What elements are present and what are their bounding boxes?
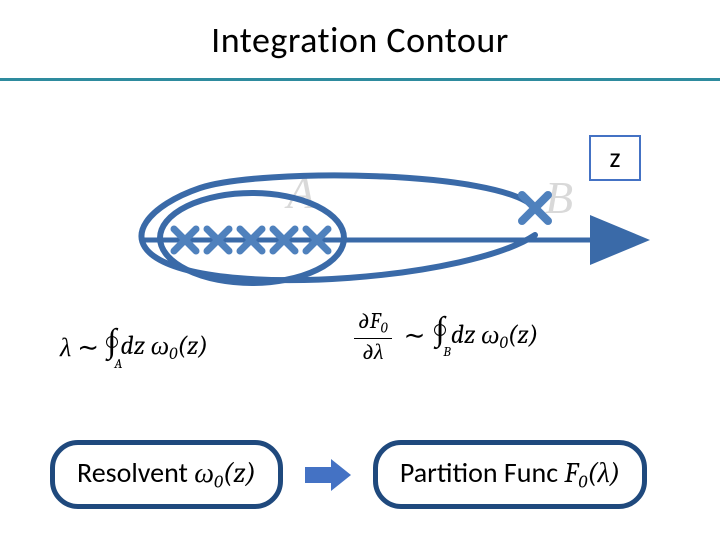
frac-dF-dlambda: ∂F0 ∂λ bbox=[354, 310, 392, 363]
oint-B: ∫ B bbox=[435, 313, 444, 359]
dz-omega-B: dz ω0(z) bbox=[451, 320, 539, 353]
formula-partition: ∂F0 ∂λ ∼ ∫ B dz ω0(z) bbox=[350, 310, 538, 363]
dz-omega-A: dz ω0(z) bbox=[120, 331, 208, 364]
partition-box: Partition Func F0(λ) bbox=[373, 440, 647, 509]
resolvent-box: Resolvent ω0(z) bbox=[50, 440, 283, 509]
oint-A: ∫ A bbox=[107, 325, 116, 371]
lambda-sym: λ bbox=[60, 333, 71, 363]
rel-sim-2: ∼ bbox=[404, 321, 426, 351]
partition-label: Partition Func bbox=[400, 455, 565, 490]
bottom-box-row: Resolvent ω0(z) Partition Func F0(λ) bbox=[50, 440, 647, 509]
title-rule bbox=[0, 78, 720, 81]
slide-title: Integration Contour bbox=[0, 18, 720, 62]
implies-arrow-icon bbox=[303, 455, 353, 495]
resolvent-label: Resolvent bbox=[77, 455, 194, 490]
svg-text:z: z bbox=[609, 140, 620, 175]
formula-lambda: λ ∼ ∫ A dz ω0(z) bbox=[60, 325, 208, 371]
rel-sim: ∼ bbox=[77, 333, 99, 363]
